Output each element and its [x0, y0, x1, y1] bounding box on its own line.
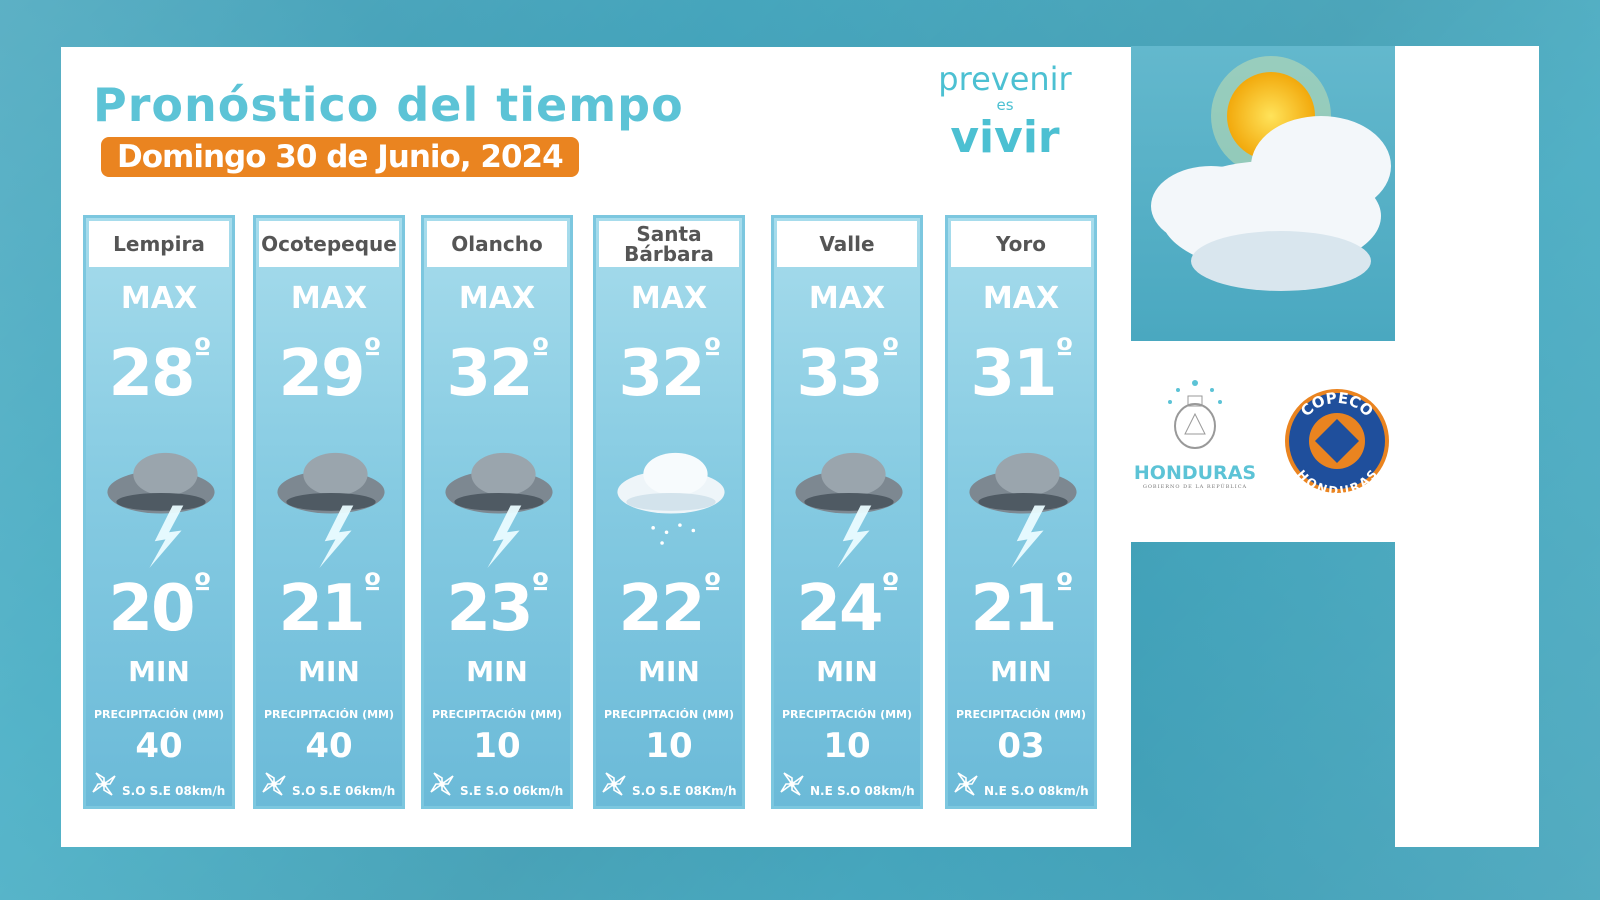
wind-pinwheel-icon	[954, 772, 978, 796]
department-name: Olancho	[427, 221, 567, 267]
wind-pinwheel-icon	[602, 772, 626, 796]
wind-pinwheel-icon	[780, 772, 804, 796]
wind-info: S.O S.E 08Km/h	[600, 770, 737, 798]
copeco-logo: COPECO HONDURAS	[1283, 387, 1391, 499]
department-name: Lempira	[89, 221, 229, 267]
storm-icon	[969, 452, 1077, 568]
precipitation-value: 10	[473, 726, 521, 766]
logo-line3: vivir	[950, 111, 1060, 163]
max-temperature: 29º	[278, 331, 381, 411]
min-label: MIN	[298, 655, 360, 688]
max-temperature: 32º	[446, 331, 549, 411]
prevenir-es-vivir-logo: prevenir es vivir	[930, 60, 1080, 163]
coat-of-arms-icon	[1168, 380, 1222, 449]
wind-info: N.E S.O 08km/h	[778, 770, 915, 798]
precipitation-value: 10	[645, 726, 693, 766]
wind-text: S.O S.E 08Km/h	[632, 784, 737, 798]
forecast-card: Valle MAX 33º 24º MIN PRECIPITACIÓN (MM)…	[771, 215, 923, 809]
max-label: MAX	[458, 281, 536, 316]
min-temperature: 22º	[618, 566, 721, 646]
wind-info: S.E S.O 06km/h	[428, 770, 563, 798]
precipitation-label: PRECIPITACIÓN (MM)	[603, 708, 735, 721]
department-name: Ocotepeque	[259, 221, 399, 267]
precipitation-label: PRECIPITACIÓN (MM)	[93, 708, 225, 721]
max-label: MAX	[290, 281, 368, 316]
sun-cloud-image	[1131, 46, 1395, 341]
min-label: MIN	[990, 655, 1052, 688]
department-name: Yoro	[951, 221, 1091, 267]
wind-text: N.E S.O 08km/h	[810, 784, 915, 798]
min-label: MIN	[466, 655, 528, 688]
precipitation-value: 40	[305, 726, 353, 766]
logo-line2: es	[996, 96, 1014, 115]
min-label: MIN	[638, 655, 700, 688]
storm-icon	[795, 452, 903, 568]
wind-info: N.E S.O 08km/h	[952, 770, 1089, 798]
forecast-card: Lempira MAX 28º 20º MIN PRECIPITACIÓN (M…	[83, 215, 235, 809]
h-right-column	[1395, 46, 1539, 847]
max-temperature: 31º	[970, 331, 1073, 411]
wind-pinwheel-icon	[92, 772, 116, 796]
wind-info: S.O S.E 08km/h	[90, 770, 225, 798]
min-label: MIN	[128, 655, 190, 688]
max-temperature: 28º	[108, 331, 211, 411]
sun-behind-cloud-icon	[1151, 56, 1391, 291]
logo-line1: prevenir	[938, 60, 1072, 98]
precipitation-label: PRECIPITACIÓN (MM)	[263, 708, 395, 721]
honduras-text: HONDURAS	[1133, 462, 1257, 484]
wind-text: S.E S.O 06km/h	[460, 784, 564, 798]
max-label: MAX	[120, 281, 198, 316]
date-badge: Domingo 30 de Junio, 2024	[101, 137, 579, 177]
wind-text: S.O S.E 06km/h	[292, 784, 396, 798]
min-temperature: 20º	[108, 566, 211, 646]
forecast-card: Ocotepeque MAX 29º 21º MIN PRECIPITACIÓN…	[253, 215, 405, 809]
forecast-card: Yoro MAX 31º 21º MIN PRECIPITACIÓN (MM) …	[945, 215, 1097, 809]
gobierno-text: GOBIERNO DE LA REPÚBLICA	[1142, 484, 1248, 490]
precipitation-value: 40	[135, 726, 183, 766]
wind-pinwheel-icon	[262, 772, 286, 796]
forecast-card: Olancho MAX 32º 23º MIN PRECIPITACIÓN (M…	[421, 215, 573, 809]
rain-cloud-icon	[617, 452, 725, 545]
min-temperature: 24º	[796, 566, 899, 646]
forecast-card: Santa Bárbara MAX 32º 22º MIN PRECIPITAC…	[593, 215, 745, 809]
max-label: MAX	[808, 281, 886, 316]
precipitation-label: PRECIPITACIÓN (MM)	[781, 708, 913, 721]
precipitation-value: 03	[997, 726, 1045, 766]
wind-pinwheel-icon	[430, 772, 454, 796]
department-name: Santa Bárbara	[599, 221, 739, 267]
page-title: Pronóstico del tiempo	[93, 78, 684, 132]
min-temperature: 23º	[446, 566, 549, 646]
precipitation-value: 10	[823, 726, 871, 766]
min-temperature: 21º	[278, 566, 381, 646]
max-temperature: 33º	[796, 331, 899, 411]
wind-text: N.E S.O 08km/h	[984, 784, 1089, 798]
precipitation-label: PRECIPITACIÓN (MM)	[431, 708, 563, 721]
min-label: MIN	[816, 655, 878, 688]
storm-icon	[445, 452, 553, 568]
storm-icon	[107, 452, 215, 568]
wind-text: S.O S.E 08km/h	[122, 784, 226, 798]
max-label: MAX	[630, 281, 708, 316]
honduras-government-logo: HONDURAS GOBIERNO DE LA REPÚBLICA	[1130, 378, 1260, 491]
min-temperature: 21º	[970, 566, 1073, 646]
precipitation-label: PRECIPITACIÓN (MM)	[955, 708, 1087, 721]
storm-icon	[277, 452, 385, 568]
department-name: Valle	[777, 221, 917, 267]
max-temperature: 32º	[618, 331, 721, 411]
max-label: MAX	[982, 281, 1060, 316]
wind-info: S.O S.E 06km/h	[260, 770, 395, 798]
